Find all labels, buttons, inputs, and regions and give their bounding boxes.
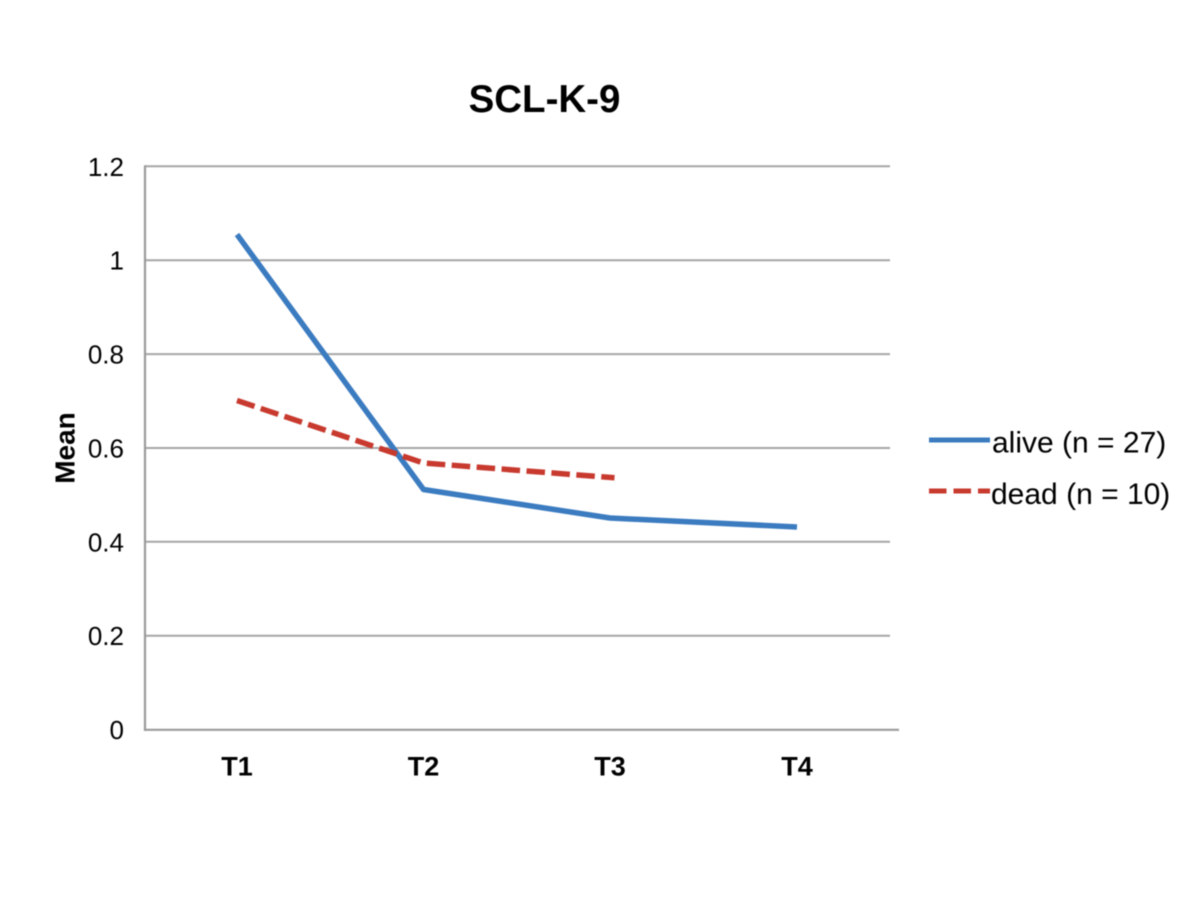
svg-text:1: 1 xyxy=(110,246,124,276)
svg-text:T1: T1 xyxy=(221,752,253,782)
svg-text:0: 0 xyxy=(110,715,124,745)
svg-text:0.8: 0.8 xyxy=(88,340,124,370)
svg-text:T4: T4 xyxy=(781,752,813,782)
svg-text:Mean: Mean xyxy=(50,412,81,484)
svg-text:SCL-K-9: SCL-K-9 xyxy=(469,78,621,121)
svg-text:0.2: 0.2 xyxy=(88,621,124,651)
svg-text:0.6: 0.6 xyxy=(88,434,124,464)
svg-text:1.2: 1.2 xyxy=(88,152,124,182)
svg-text:alive (n = 27): alive (n = 27) xyxy=(992,427,1166,460)
svg-text:dead (n = 10): dead (n = 10) xyxy=(991,478,1170,511)
svg-text:T2: T2 xyxy=(408,752,440,782)
svg-text:T3: T3 xyxy=(594,752,626,782)
svg-text:0.4: 0.4 xyxy=(88,527,124,557)
